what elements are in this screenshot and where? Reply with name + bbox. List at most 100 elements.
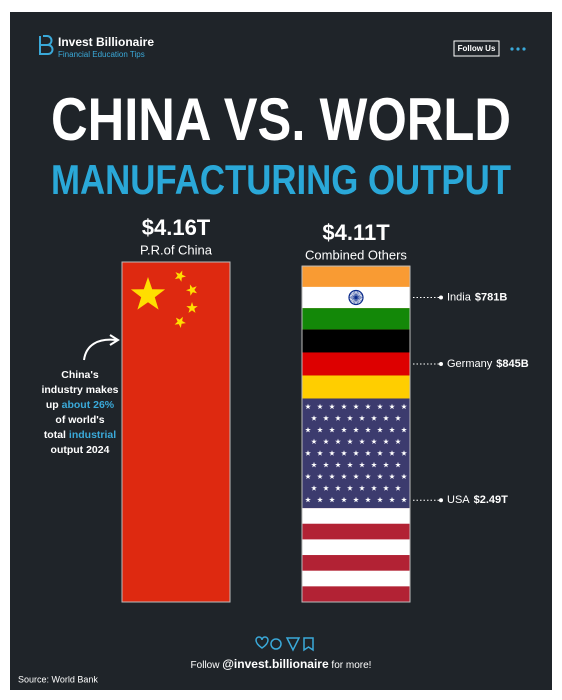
flag-star <box>323 438 329 445</box>
flag-star <box>317 496 323 503</box>
flag-star <box>317 450 323 456</box>
bar <box>122 262 230 602</box>
flag-star <box>329 473 335 479</box>
flag-star <box>317 403 323 410</box>
flag-star <box>329 450 335 456</box>
social-icons[interactable] <box>255 636 314 652</box>
flag-star <box>359 438 365 445</box>
chart-subtitle: MANUFACTURING OUTPUT <box>51 156 511 203</box>
flag-star <box>317 427 323 433</box>
flag-star <box>383 485 389 491</box>
flag-star <box>335 438 341 445</box>
flag-star <box>353 496 359 503</box>
annotation-line: up about 26% <box>46 399 115 411</box>
flag-star <box>365 496 371 503</box>
logo <box>39 35 54 55</box>
flag-star <box>401 427 407 433</box>
comment-icon[interactable] <box>270 638 282 650</box>
flag-star <box>305 473 311 479</box>
leader-dot <box>439 498 443 503</box>
category-label: Combined Others <box>305 247 407 262</box>
follow-button-label[interactable]: Follow Us <box>458 44 496 53</box>
flag-star <box>341 427 347 433</box>
flag-star <box>365 450 371 456</box>
flag-star <box>341 496 347 503</box>
flag-star <box>329 496 335 503</box>
share-icon[interactable] <box>285 637 301 652</box>
segment-name: Germany <box>447 358 493 370</box>
value-label: $4.11T <box>322 220 390 245</box>
flag-star <box>353 427 359 433</box>
segment-label: India $781B <box>447 291 507 303</box>
annotation-line: China's <box>61 369 99 381</box>
flag-star <box>311 438 317 445</box>
flag-star <box>311 485 317 491</box>
follow-button[interactable] <box>453 40 500 57</box>
leader-dot <box>439 295 443 300</box>
follow-text: Follow <box>191 660 223 671</box>
flag-star <box>395 461 401 468</box>
bar <box>301 265 411 603</box>
flag-star <box>401 473 407 479</box>
flag-star <box>341 473 347 479</box>
flag-star <box>377 403 383 410</box>
segment-name: USA <box>447 494 470 506</box>
flag-star <box>329 403 335 410</box>
flag-star <box>389 427 395 433</box>
flag-star <box>335 461 341 468</box>
follow-text: for more! <box>329 660 372 671</box>
flag-star <box>353 403 359 410</box>
flag-star <box>365 403 371 410</box>
annotation-highlight: about 26% <box>62 399 115 411</box>
category-label: P.R.of China <box>140 242 213 257</box>
flag-star <box>317 473 323 479</box>
flag-star <box>341 450 347 456</box>
more-menu[interactable] <box>510 47 526 51</box>
segment-value: $845B <box>496 358 528 370</box>
segment-name: India <box>447 291 472 303</box>
segment-label: Germany $845B <box>447 358 529 370</box>
flag-star <box>401 496 407 503</box>
flag-star <box>389 496 395 503</box>
flag-star <box>359 485 365 491</box>
annotation-arrow <box>83 338 117 361</box>
flag-star <box>371 485 377 491</box>
flag-star <box>389 473 395 479</box>
flag-stripe <box>302 308 410 330</box>
annotation-arrowhead <box>109 334 120 346</box>
annotation-text: of world's <box>55 414 104 426</box>
flag-star <box>329 427 335 433</box>
flag-star <box>365 473 371 479</box>
flag-star <box>383 415 389 421</box>
flag-star <box>383 438 389 445</box>
segment-value: $2.49T <box>474 494 509 506</box>
flag-stripe <box>302 352 410 376</box>
flag-star <box>335 415 341 421</box>
flag-star <box>371 438 377 445</box>
save-icon[interactable] <box>303 637 314 652</box>
annotation-highlight: industrial <box>69 429 116 441</box>
flag-star <box>401 450 407 456</box>
flag-star <box>305 403 311 410</box>
flag-star <box>186 302 198 313</box>
flag-star <box>371 415 377 421</box>
flag-star <box>347 461 353 468</box>
like-icon[interactable] <box>255 636 269 649</box>
flag-star <box>359 461 365 468</box>
tagline: Financial Education Tips <box>58 50 145 59</box>
flag-star <box>353 450 359 456</box>
annotation-line: of world's <box>55 414 104 426</box>
annotation-text: industry makes <box>41 384 118 396</box>
annotation-text: up <box>46 399 62 411</box>
flag-star <box>389 403 395 410</box>
flag-star <box>323 485 329 491</box>
flag-star <box>341 403 347 410</box>
flag-star <box>395 485 401 491</box>
annotation-text: China's <box>61 369 99 381</box>
flag-star <box>323 415 329 421</box>
flag-stripe <box>302 508 410 524</box>
handle: @invest.billionaire <box>222 657 329 671</box>
annotation-line: industry makes <box>41 384 118 396</box>
flag-star <box>305 427 311 433</box>
